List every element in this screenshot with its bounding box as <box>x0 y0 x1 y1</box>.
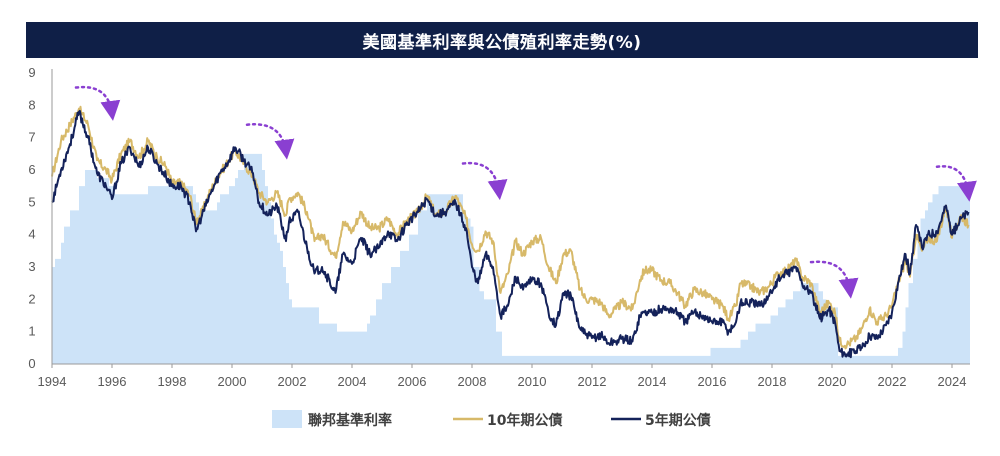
x-tick-label: 2014 <box>638 374 667 389</box>
trend-arrow-icon <box>74 85 121 121</box>
y-tick-label: 3 <box>28 259 35 274</box>
x-tick-label: 1994 <box>38 374 67 389</box>
x-tick-label: 2020 <box>818 374 847 389</box>
y-tick-label: 4 <box>28 227 35 242</box>
axes: 0 1 2 3 4 5 6 7 8 9 1994 1996 1998 2000 2002 2004 2006 20… <box>28 65 970 389</box>
y-tick-label: 2 <box>28 291 35 306</box>
legend-label-fed-rate: 聯邦基準利率 <box>308 412 392 429</box>
x-tick-label: 1998 <box>158 374 187 389</box>
treasury-5y-layer <box>51 109 970 359</box>
x-tick-label: 2002 <box>278 374 307 389</box>
trend-arrow-icon <box>809 260 859 299</box>
annotations <box>74 85 977 299</box>
x-tick-label: 2016 <box>698 374 727 389</box>
x-tick-label: 2012 <box>578 374 607 389</box>
y-tick-label: 0 <box>28 356 35 371</box>
x-tick-label: 2024 <box>938 374 967 389</box>
x-tick-label: 2022 <box>878 374 907 389</box>
y-tick-label: 5 <box>28 194 35 209</box>
legend-label-5y: 5年期公債 <box>645 412 711 429</box>
legend-label-10y: 10年期公債 <box>487 412 562 429</box>
trend-arrow-icon <box>245 123 295 160</box>
y-tick-label: 9 <box>28 65 35 80</box>
chart-title-bar: 美國基準利率與公債殖利率走勢(%) <box>26 22 978 58</box>
trend-arrow-icon <box>935 165 977 202</box>
trend-arrow-icon <box>461 161 508 201</box>
x-tick-label: 2008 <box>458 374 487 389</box>
x-tick-label: 2000 <box>218 374 247 389</box>
y-tick-label: 6 <box>28 162 35 177</box>
legend-swatch-fed-rate <box>272 410 302 428</box>
fed-rate-area <box>52 153 970 364</box>
legend: 聯邦基準利率 10年期公債 5年期公債 <box>272 410 711 429</box>
x-tick-label: 2018 <box>758 374 787 389</box>
x-tick-label: 2004 <box>338 374 367 389</box>
x-tick-label: 2010 <box>518 374 547 389</box>
chart-title: 美國基準利率與公債殖利率走勢(%) <box>362 32 642 53</box>
y-tick-label: 7 <box>28 130 35 145</box>
x-tick-label: 1996 <box>98 374 127 389</box>
treasury-5y-line <box>51 109 970 359</box>
y-tick-label: 8 <box>28 97 35 112</box>
y-tick-label: 1 <box>28 324 35 339</box>
x-tick-label: 2006 <box>398 374 427 389</box>
fed-rate-layer <box>52 153 970 364</box>
